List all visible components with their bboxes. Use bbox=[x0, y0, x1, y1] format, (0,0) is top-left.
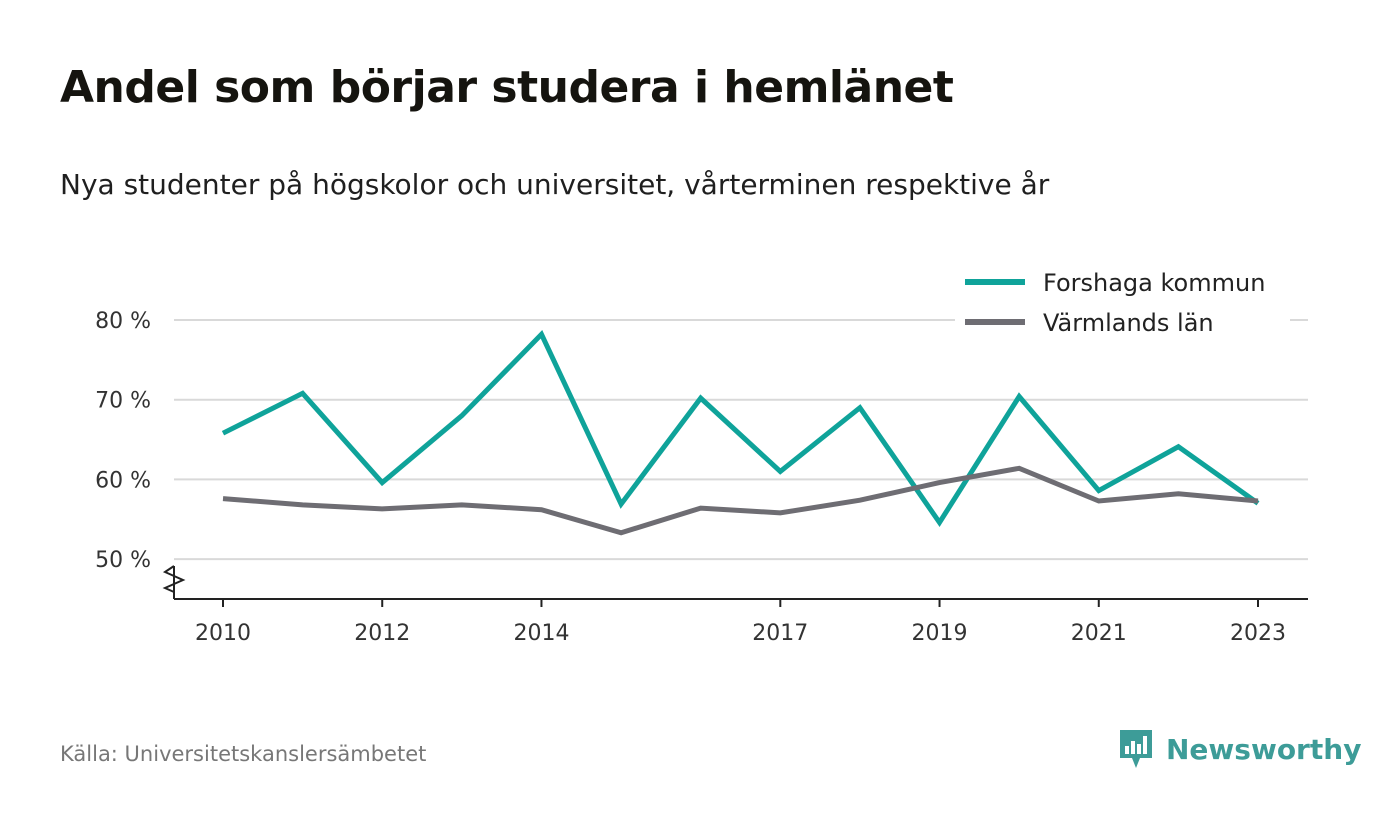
x-tick-label: 2023 bbox=[1230, 621, 1286, 646]
y-tick-label: 50 % bbox=[95, 548, 151, 573]
legend: Forshaga kommun Värmlands län bbox=[955, 262, 1290, 342]
chart-title: Andel som börjar studera i hemlänet bbox=[60, 62, 954, 113]
brand-logo: Newsworthy bbox=[1118, 728, 1361, 770]
series-line-v-rmlands-l-n bbox=[222, 465, 1259, 536]
x-tick-label: 2012 bbox=[354, 621, 410, 646]
series-line-forshaga-kommun bbox=[221, 329, 1260, 528]
x-tick-label: 2021 bbox=[1071, 621, 1127, 646]
chart-subtitle: Nya studenter på högskolor och universit… bbox=[60, 168, 1050, 201]
y-tick-label: 70 % bbox=[95, 389, 151, 414]
brand-name: Newsworthy bbox=[1166, 732, 1362, 766]
x-tick-label: 2014 bbox=[513, 621, 569, 646]
x-tick-label: 2019 bbox=[912, 621, 968, 646]
newsworthy-logo-icon bbox=[1120, 730, 1152, 768]
legend-label: Värmlands län bbox=[1043, 309, 1214, 337]
source-note: Källa: Universitetskanslersämbetet bbox=[60, 742, 427, 766]
series-layer bbox=[221, 329, 1260, 536]
axis-layer: 50 % 60 % 70 % 80 % 2010 2012 2014 2017 2019 2021… bbox=[95, 309, 1308, 646]
y-axis-break bbox=[162, 565, 186, 593]
y-tick-label: 80 % bbox=[95, 309, 151, 334]
x-tick-label: 2017 bbox=[752, 621, 808, 646]
x-tick-label: 2010 bbox=[195, 621, 251, 646]
legend-background bbox=[955, 262, 1290, 342]
y-tick-label: 60 % bbox=[95, 468, 151, 493]
legend-label: Forshaga kommun bbox=[1043, 269, 1265, 297]
